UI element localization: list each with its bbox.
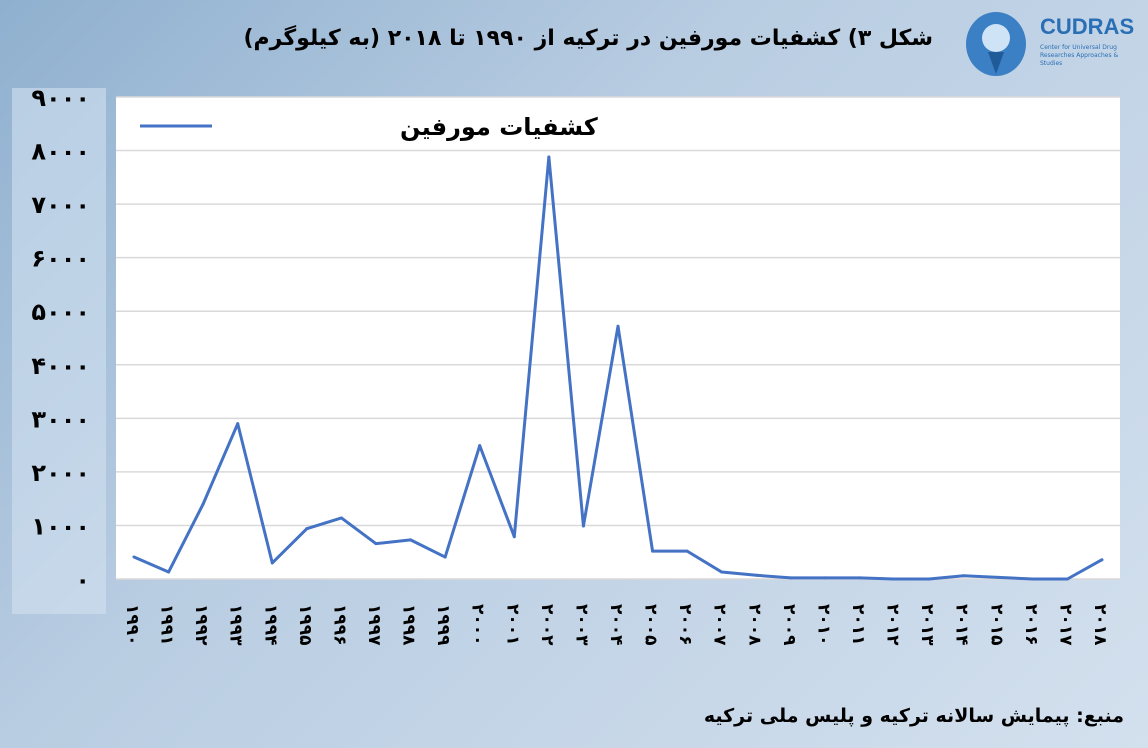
x-tick-label: ۲۰۰۷ xyxy=(710,604,730,646)
data-point xyxy=(339,516,343,520)
x-tick-label: ۲۰۱۲ xyxy=(883,604,903,646)
data-point xyxy=(409,538,413,542)
x-tick-label: ۲۰۱۷ xyxy=(1055,604,1075,646)
legend-label: کشفیات مورفین xyxy=(400,113,598,141)
data-point xyxy=(512,535,516,539)
data-point xyxy=(858,576,862,580)
y-tick-label: ۶۰۰۰ xyxy=(31,245,90,273)
data-point xyxy=(167,570,171,574)
x-tick-label: ۲۰۰۰ xyxy=(468,604,488,646)
x-tick-label: ۲۰۱۴ xyxy=(952,604,972,646)
data-point xyxy=(962,574,966,578)
x-tick-label: ۱۹۹۴ xyxy=(260,604,280,646)
data-point xyxy=(685,549,689,553)
x-tick-label: ۱۹۹۳ xyxy=(226,604,246,646)
y-tick-label: ۵۰۰۰ xyxy=(31,298,90,326)
plot-area xyxy=(116,97,1120,579)
y-tick-label: ۴۰۰۰ xyxy=(31,352,90,380)
x-tick-label: ۲۰۰۲ xyxy=(537,604,557,646)
x-tick-label: ۱۹۹۲ xyxy=(191,604,211,646)
x-tick-label: ۲۰۱۰ xyxy=(813,604,833,646)
x-tick-label: ۲۰۰۹ xyxy=(779,604,799,646)
data-point xyxy=(443,555,447,559)
x-tick-label: ۲۰۰۵ xyxy=(641,604,661,646)
y-tick-label: ۹۰۰۰ xyxy=(31,84,90,112)
data-point xyxy=(374,542,378,546)
data-point xyxy=(478,444,482,448)
data-point xyxy=(236,422,240,426)
x-tick-label: ۱۹۹۵ xyxy=(295,604,315,646)
x-tick-label: ۲۰۱۶ xyxy=(1021,604,1041,646)
data-point xyxy=(996,575,1000,579)
source-note: منبع: پیمایش سالانه ترکیه و پلیس ملی ترک… xyxy=(703,705,1124,727)
data-point xyxy=(720,570,724,574)
data-point xyxy=(581,524,585,528)
data-point xyxy=(201,502,205,506)
x-tick-label: ۱۹۹۰ xyxy=(122,604,142,646)
data-point xyxy=(1100,558,1104,562)
x-tick-label: ۱۹۹۷ xyxy=(364,604,384,646)
data-point xyxy=(132,555,136,559)
data-point xyxy=(823,576,827,580)
logo-text: CUDRAS xyxy=(1040,14,1135,39)
logo-subtitle: Center for Universal Drug Researches App… xyxy=(1040,44,1119,67)
x-tick-label: ۲۰۰۱ xyxy=(502,604,522,646)
y-tick-label: ۲۰۰۰ xyxy=(31,459,90,487)
x-tick-label: ۲۰۰۳ xyxy=(571,604,591,646)
data-point xyxy=(651,549,655,553)
x-tick-label: ۲۰۰۶ xyxy=(675,604,695,646)
y-tick-label: ۳۰۰۰ xyxy=(31,405,90,433)
y-tick-label: ۸۰۰۰ xyxy=(31,138,90,166)
x-tick-label: ۲۰۱۳ xyxy=(917,604,937,646)
y-tick-label: ۷۰۰۰ xyxy=(31,191,90,219)
data-point xyxy=(754,573,758,577)
y-tick-label: ۱۰۰۰ xyxy=(31,512,90,540)
data-point xyxy=(893,577,897,581)
data-point xyxy=(789,576,793,580)
data-point xyxy=(547,155,551,159)
x-tick-label: ۲۰۱۵ xyxy=(986,604,1006,646)
x-tick-label: ۲۰۰۸ xyxy=(744,604,764,646)
data-point xyxy=(616,324,620,328)
chart-title: شکل ۳) کشفیات مورفین در ترکیه از ۱۹۹۰ تا… xyxy=(243,26,934,51)
y-tick-label: ۰ xyxy=(75,566,90,594)
data-point xyxy=(1031,577,1035,581)
x-tick-label: ۱۹۹۱ xyxy=(157,604,177,646)
x-tick-label: ۱۹۹۸ xyxy=(399,604,419,646)
y-axis-panel xyxy=(12,88,106,614)
cudras-logo xyxy=(958,8,1138,78)
x-tick-label: ۲۰۰۴ xyxy=(606,604,626,646)
data-point xyxy=(1065,577,1069,581)
x-tick-label: ۱۹۹۶ xyxy=(329,604,349,646)
data-point xyxy=(927,577,931,581)
x-tick-label: ۲۰۱۱ xyxy=(848,604,868,646)
x-tick-label: ۱۹۹۹ xyxy=(433,604,453,646)
x-tick-label: ۲۰۱۸ xyxy=(1090,604,1110,646)
data-point xyxy=(305,527,309,531)
data-point xyxy=(270,561,274,565)
